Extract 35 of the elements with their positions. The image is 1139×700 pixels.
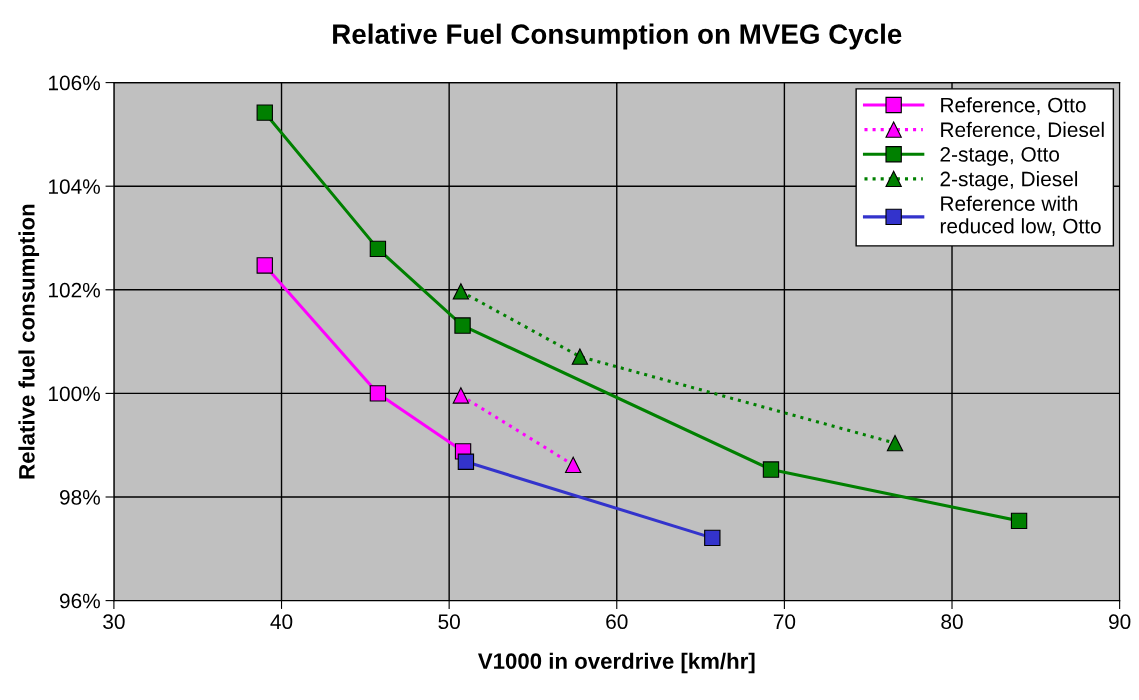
x-tick-label: 40 bbox=[270, 614, 293, 630]
point bbox=[457, 453, 475, 470]
x-tick-label: 50 bbox=[438, 614, 460, 630]
point bbox=[571, 348, 589, 365]
y-tick-label: 102% bbox=[49, 282, 100, 298]
point bbox=[256, 104, 273, 121]
x-tick-label: 90 bbox=[1109, 614, 1131, 630]
y-tick-label: 96% bbox=[59, 593, 100, 609]
legend-label: Reference, Diesel bbox=[941, 121, 1104, 140]
point bbox=[886, 434, 904, 452]
point bbox=[1010, 512, 1028, 530]
legend-label: Reference with reduced low, Otto bbox=[940, 195, 1101, 236]
x-tick-label: 80 bbox=[941, 614, 963, 630]
x-tick-label: 70 bbox=[773, 614, 796, 630]
y-tick-label: 104% bbox=[49, 179, 100, 194]
point bbox=[762, 461, 780, 478]
point bbox=[369, 385, 387, 402]
point bbox=[564, 456, 582, 474]
point bbox=[704, 529, 721, 547]
legend-label: 2-stage, Otto bbox=[940, 146, 1060, 166]
point bbox=[256, 257, 273, 274]
point bbox=[452, 387, 470, 404]
x-tick-label: 60 bbox=[606, 614, 628, 630]
y-tick-label: 98% bbox=[59, 490, 100, 505]
x-axis-title: V1000 in overdrive [km/hr] bbox=[477, 652, 755, 674]
y-tick-label: 100% bbox=[49, 386, 100, 402]
x-tick-label: 30 bbox=[103, 614, 125, 630]
point bbox=[452, 283, 470, 300]
point bbox=[369, 240, 387, 258]
legend-label: Reference, Otto bbox=[941, 97, 1086, 115]
chart-title: Relative Fuel Consumption on MVEG Cycle bbox=[333, 23, 902, 50]
legend-label: 2-stage, Diesel bbox=[940, 171, 1078, 191]
y-tick-label: 106% bbox=[49, 75, 100, 91]
y-axis-title: Relative fuel consumption bbox=[18, 204, 40, 479]
point bbox=[454, 317, 471, 334]
